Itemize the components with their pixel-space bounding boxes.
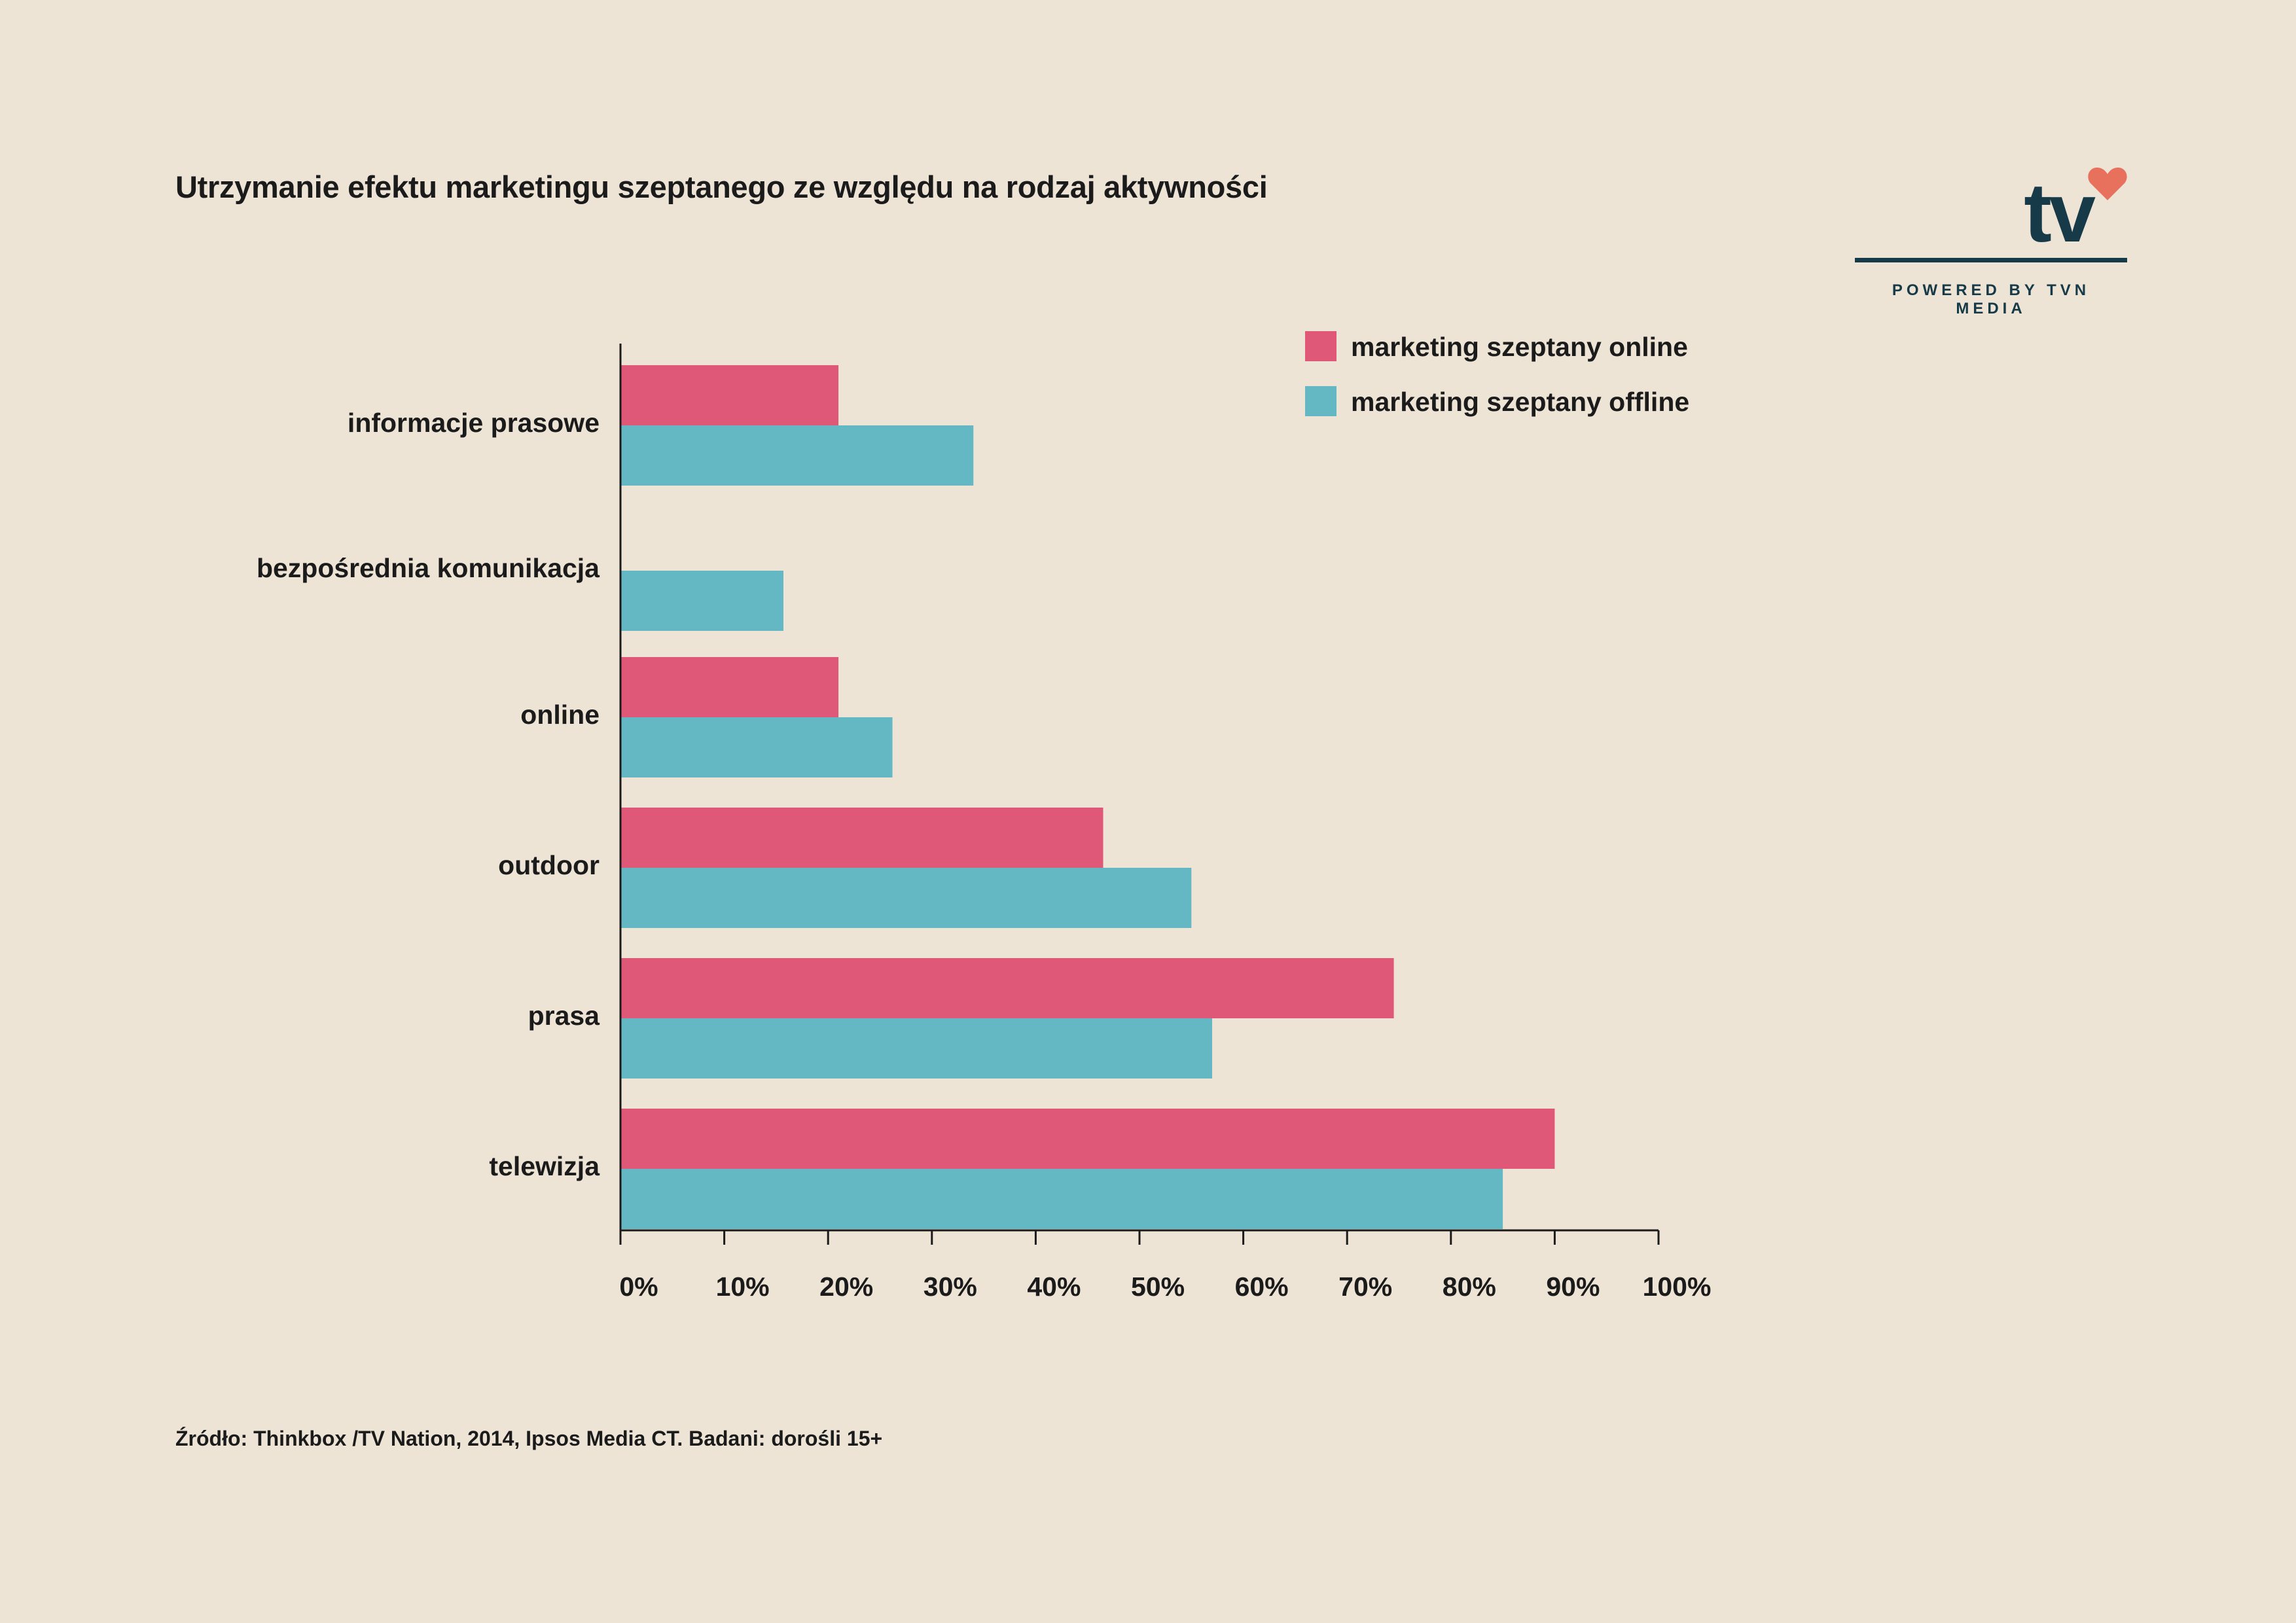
x-tick-label: 30% [924, 1272, 977, 1302]
legend-label: marketing szeptany offline [1351, 387, 1689, 417]
legend-label: marketing szeptany online [1351, 332, 1688, 362]
bar-online [620, 657, 839, 717]
bar-offline [620, 425, 974, 486]
bar-online [620, 958, 1394, 1018]
bar-offline [620, 717, 893, 777]
legend-swatch [1305, 386, 1336, 416]
x-tick-label: 90% [1546, 1272, 1600, 1302]
x-tick-label: 40% [1027, 1272, 1081, 1302]
x-tick-label: 50% [1131, 1272, 1185, 1302]
x-tick-label: 70% [1338, 1272, 1392, 1302]
bar-offline [620, 571, 784, 631]
bar-offline [620, 1169, 1503, 1229]
x-tick-label: 80% [1443, 1272, 1496, 1302]
bar-offline [620, 868, 1192, 928]
heart-icon [2088, 168, 2127, 200]
legend-swatch [1305, 331, 1336, 361]
category-label: prasa [528, 1001, 601, 1031]
x-tick-label: 20% [819, 1272, 873, 1302]
bar-online [620, 365, 839, 425]
bar-online [620, 808, 1103, 868]
category-label: telewizja [489, 1151, 600, 1181]
category-label: bezpośrednia komunikacja [257, 553, 600, 583]
logo-tagline: POWERED BY TVN MEDIA [1892, 281, 2090, 317]
category-label: outdoor [498, 850, 600, 880]
x-tick-label: 10% [716, 1272, 770, 1302]
x-tick-label: 0% [619, 1272, 658, 1302]
category-label: informacje prasowe [348, 408, 600, 438]
x-tick-label: 60% [1235, 1272, 1289, 1302]
chart-title: Utrzymanie efektu marketingu szeptanego … [175, 169, 1268, 204]
logo-divider [1855, 258, 2127, 262]
logo-text: tv [2024, 166, 2096, 260]
x-tick-label: 100% [1643, 1272, 1712, 1302]
category-label: online [520, 700, 600, 730]
bar-online [620, 1109, 1555, 1169]
source-note: Źródło: Thinkbox /TV Nation, 2014, Ipsos… [175, 1427, 883, 1450]
bar-offline [620, 1018, 1213, 1079]
tv-logo: tv POWERED BY TVN MEDIA [1855, 165, 2127, 317]
